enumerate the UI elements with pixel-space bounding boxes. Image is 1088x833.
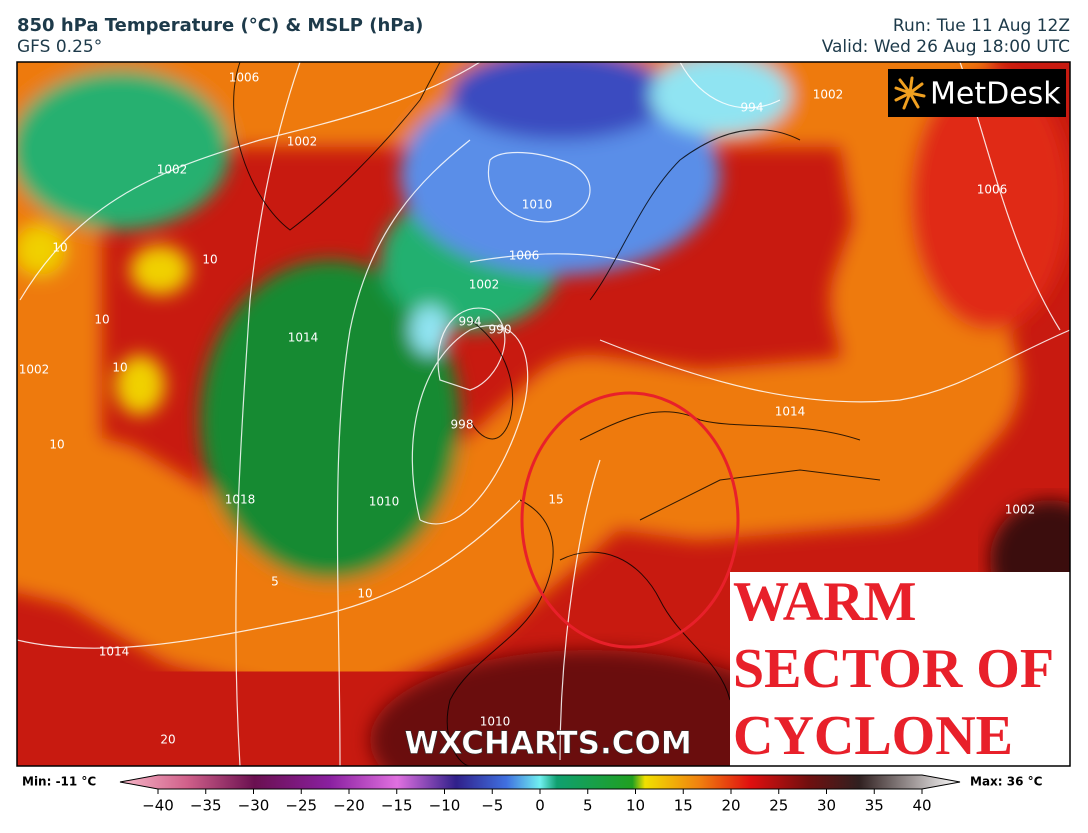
contour-labels: 1006100210021010100610029949909981014101… bbox=[19, 71, 1036, 747]
hot-core bbox=[370, 650, 810, 766]
colorbar-tick-label: 10 bbox=[626, 797, 645, 815]
contour-label: 15 bbox=[548, 493, 563, 507]
colorbar-tick-label: 35 bbox=[865, 797, 884, 815]
contour-label: 10 bbox=[357, 587, 372, 601]
contour-label: 1002 bbox=[469, 278, 500, 292]
contour-label: 10 bbox=[202, 253, 217, 267]
contour-label: 1002 bbox=[157, 163, 188, 177]
contour-label: 1010 bbox=[369, 495, 400, 509]
contour-label: 994 bbox=[741, 101, 764, 115]
contour-label: 1010 bbox=[522, 198, 553, 212]
contour-label: 998 bbox=[451, 418, 474, 432]
colorbar-tick-label: 25 bbox=[769, 797, 788, 815]
colorbar-tick-label: 20 bbox=[721, 797, 740, 815]
contour-label: 1014 bbox=[99, 645, 130, 659]
logo-text: MetDesk bbox=[930, 77, 1061, 112]
coastlines bbox=[233, 62, 881, 766]
map: 1006100210021010100610029949909981014101… bbox=[17, 62, 1070, 766]
run-label: Run: Tue 11 Aug 12Z bbox=[893, 16, 1070, 36]
contour-label: 1006 bbox=[977, 183, 1008, 197]
contour-label: 10 bbox=[112, 361, 127, 375]
contour-label: 1006 bbox=[229, 71, 260, 85]
colorbar-tick-label: 40 bbox=[912, 797, 931, 815]
colorbar-tick-label: 5 bbox=[583, 797, 593, 815]
watermark: WXCHARTS.COM bbox=[404, 726, 691, 762]
contour-label: 1014 bbox=[288, 331, 319, 345]
colorbar-tick-label: −20 bbox=[333, 797, 365, 815]
colorbar-ticks: −40 −35 −30 −25 −20 −15 −10 −5 0 5 10 15 20 25 30 35 40 bbox=[142, 789, 932, 815]
contour-label: 1014 bbox=[775, 405, 806, 419]
contour-label: 1010 bbox=[480, 715, 511, 729]
contour-label: 1002 bbox=[19, 363, 50, 377]
valid-label: Valid: Wed 26 Aug 18:00 UTC bbox=[822, 37, 1070, 57]
contour-label: 1002 bbox=[287, 135, 318, 149]
colorbar-tick-label: −10 bbox=[429, 797, 461, 815]
contour-label: 1018 bbox=[225, 493, 256, 507]
colorbar-min: Min: -11 °C bbox=[22, 775, 96, 789]
contour-label: 994 bbox=[459, 315, 482, 329]
annotation-box bbox=[730, 572, 1070, 766]
chart-title: 850 hPa Temperature (°C) & MSLP (hPa) bbox=[17, 15, 423, 36]
model-label: GFS 0.25° bbox=[17, 37, 102, 57]
contour-label: 1002 bbox=[1005, 503, 1036, 517]
contour-label: 5 bbox=[271, 575, 279, 589]
colorbar-tick-label: 30 bbox=[817, 797, 836, 815]
colorbar-tick-label: −5 bbox=[481, 797, 503, 815]
colorbar-tick-label: −15 bbox=[381, 797, 413, 815]
colorbar-tick-label: −25 bbox=[285, 797, 317, 815]
logo-box bbox=[888, 69, 1066, 117]
annotation-line: WARM bbox=[733, 571, 917, 633]
contour-label: 10 bbox=[94, 313, 109, 327]
temperature-field bbox=[17, 62, 1070, 700]
colorbar bbox=[119, 774, 961, 790]
colorbar-max: Max: 36 °C bbox=[970, 775, 1043, 789]
contour-label: 20 bbox=[160, 733, 175, 747]
contour-label: 1006 bbox=[509, 249, 540, 263]
annotation-line: CYCLONE bbox=[733, 705, 1013, 767]
colorbar-tick-label: −35 bbox=[190, 797, 222, 815]
contour-label: 1002 bbox=[813, 88, 844, 102]
map-frame bbox=[16, 61, 1071, 767]
colorbar-tick-label: 15 bbox=[674, 797, 693, 815]
highlight-circle bbox=[520, 391, 740, 649]
annotation-line: SECTOR OF bbox=[733, 638, 1054, 700]
colorbar-tick-label: 0 bbox=[535, 797, 545, 815]
colorbar-tick-label: −40 bbox=[142, 797, 174, 815]
logo-icon bbox=[894, 76, 926, 110]
contour-label: 10 bbox=[52, 241, 67, 255]
contour-label: 10 bbox=[49, 438, 64, 452]
contour-label: 990 bbox=[489, 323, 512, 337]
colorbar-tick-label: −30 bbox=[238, 797, 270, 815]
isobars bbox=[17, 62, 1070, 766]
